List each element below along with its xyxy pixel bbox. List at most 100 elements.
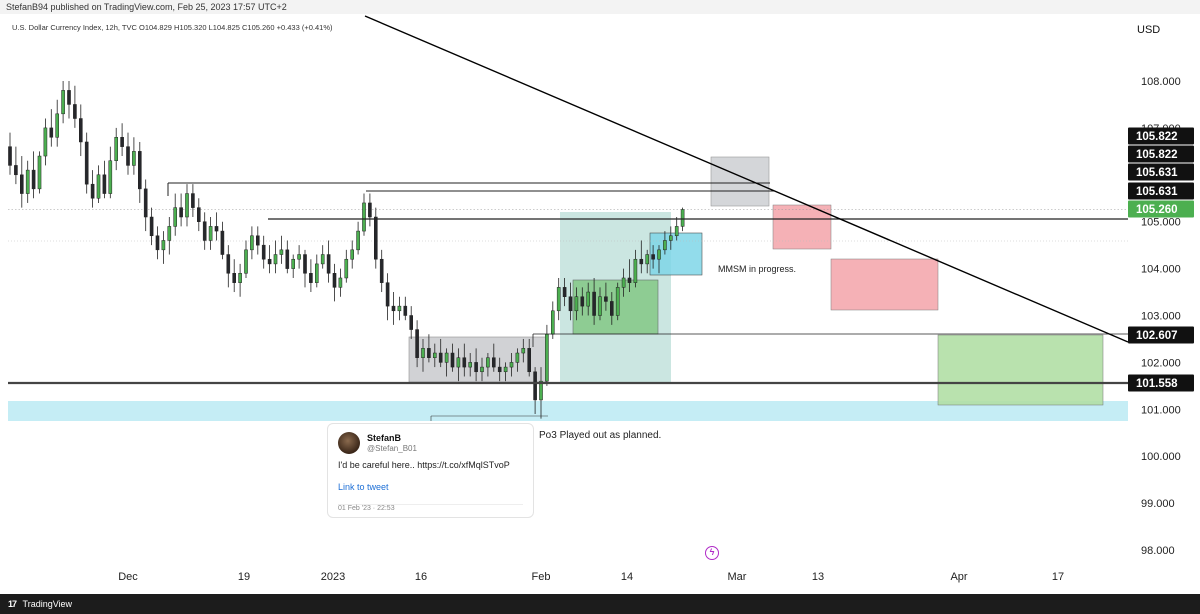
candle-body xyxy=(20,174,24,194)
candle xyxy=(303,249,307,288)
gray-target-zone xyxy=(710,156,770,207)
candle-body xyxy=(297,254,301,260)
price-label-box xyxy=(1128,127,1194,145)
candle xyxy=(102,160,107,199)
candle xyxy=(143,179,148,232)
candle-body xyxy=(350,249,354,260)
price-axis-bg xyxy=(1128,14,1200,594)
price-label-box xyxy=(1128,374,1194,392)
time-tick-label: Mar xyxy=(728,571,747,583)
tweet-author-handle: @Stefan_B01 xyxy=(367,444,417,453)
time-tick-label: Apr xyxy=(950,571,967,583)
candle xyxy=(674,217,679,241)
candle-body xyxy=(444,352,449,363)
candle-body xyxy=(326,254,331,274)
candle-body xyxy=(474,362,478,373)
candle-body xyxy=(663,240,667,251)
candle xyxy=(332,263,337,302)
candle xyxy=(350,240,354,269)
candle-body xyxy=(438,352,443,363)
candle xyxy=(521,338,526,363)
candle-body xyxy=(279,249,284,255)
currency-label: USD xyxy=(1137,24,1161,36)
candle-body xyxy=(533,371,537,401)
candle xyxy=(562,277,567,307)
candle-body xyxy=(67,90,71,105)
candle-body xyxy=(84,141,89,185)
candle-body xyxy=(556,287,561,312)
candle-body xyxy=(303,254,307,274)
candle xyxy=(173,193,177,236)
candle-body xyxy=(427,348,431,358)
candle-body xyxy=(338,277,343,288)
candle xyxy=(385,273,390,321)
candle-body xyxy=(267,258,272,265)
candle-body xyxy=(610,301,614,316)
price-tick-label: 104.000 xyxy=(1141,264,1181,276)
tweet-card[interactable]: StefanB @Stefan_B01 I'd be careful here.… xyxy=(327,423,534,518)
candle xyxy=(409,306,413,339)
candle xyxy=(309,259,313,293)
lightning-icon[interactable]: ϟ xyxy=(705,546,719,560)
candle xyxy=(492,343,496,372)
candle-body xyxy=(409,315,413,330)
candle-body xyxy=(208,226,213,241)
candle xyxy=(297,245,301,269)
candle-body xyxy=(515,352,520,363)
candle-body xyxy=(503,366,508,373)
candle xyxy=(427,334,431,363)
candle-body xyxy=(315,263,319,283)
price-label-text: 105.631 xyxy=(1136,186,1178,198)
candle xyxy=(214,212,219,241)
footer-brand[interactable]: TradingView xyxy=(22,599,73,609)
candle xyxy=(586,282,591,316)
lines-layer xyxy=(8,15,1129,421)
candle-body xyxy=(220,230,225,255)
candle-body xyxy=(256,235,260,246)
candle xyxy=(20,156,24,208)
candle-body xyxy=(580,296,585,307)
candle xyxy=(90,170,95,208)
time-tick-label: 17 xyxy=(1052,571,1064,583)
price-tick-label: 103.000 xyxy=(1141,311,1181,323)
candle xyxy=(79,104,83,157)
link-to-tweet[interactable]: Link to tweet xyxy=(338,482,389,492)
candle xyxy=(84,132,89,194)
candle-body xyxy=(61,90,65,115)
tradingview-logo-icon[interactable]: 17 xyxy=(8,599,17,609)
candle-body xyxy=(138,151,142,190)
candle xyxy=(120,123,124,157)
grid-layer xyxy=(8,209,1128,242)
candle xyxy=(279,235,284,264)
candle-body xyxy=(415,329,419,358)
candle-body xyxy=(545,334,549,382)
candle-body xyxy=(362,202,366,232)
candle-body xyxy=(586,291,591,307)
candle xyxy=(645,249,650,274)
candle-body xyxy=(14,165,18,176)
price-label-text: 105.822 xyxy=(1136,149,1178,161)
candle xyxy=(220,221,225,260)
candle xyxy=(191,184,195,218)
descending-trendline xyxy=(364,15,1129,343)
price-tick-label: 102.000 xyxy=(1141,357,1181,369)
candle xyxy=(256,226,260,255)
candle-body xyxy=(309,273,313,283)
publish-header: StefanB94 published on TradingView.com, … xyxy=(0,0,1200,14)
candle xyxy=(285,240,290,274)
price-label-text: 105.822 xyxy=(1136,131,1178,143)
candle xyxy=(515,348,520,372)
candle-body xyxy=(527,348,532,373)
candle xyxy=(509,353,514,377)
time-tick-label: 19 xyxy=(238,571,250,583)
candle-body xyxy=(480,366,484,373)
candle-body xyxy=(539,380,543,401)
candle xyxy=(438,338,443,368)
candle xyxy=(37,151,42,194)
green-consolidation-zone xyxy=(572,279,659,335)
candle-body xyxy=(592,291,596,316)
candle-body xyxy=(214,226,219,232)
green-target-zone xyxy=(937,334,1104,406)
